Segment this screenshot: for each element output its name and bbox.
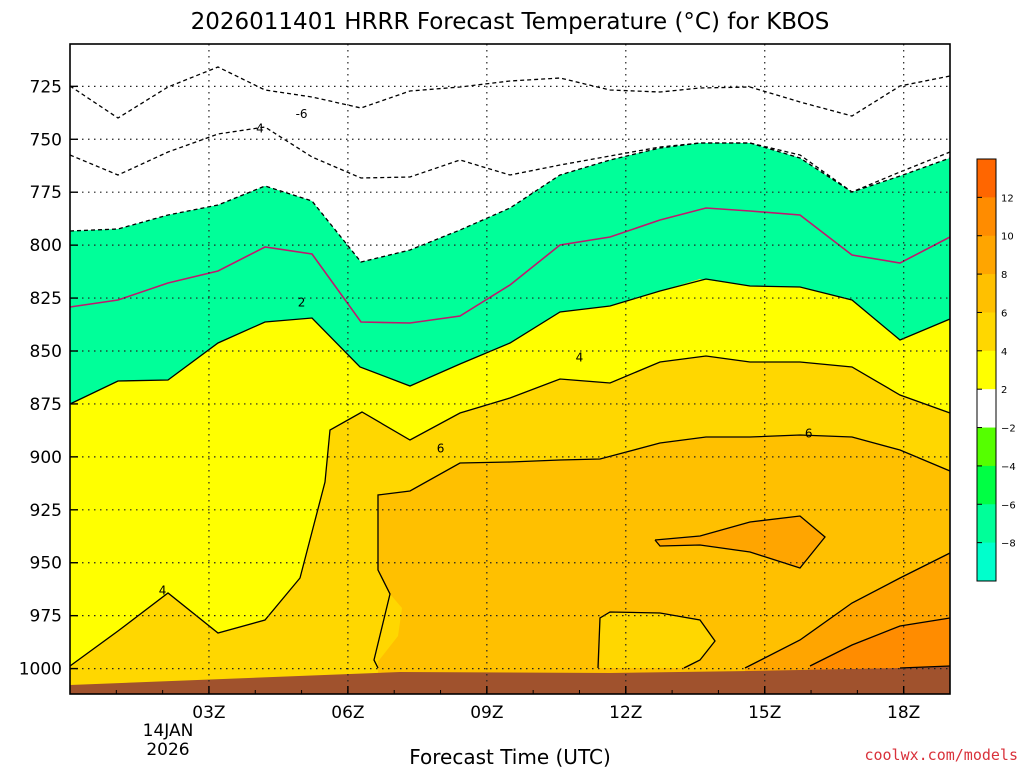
colorbar-swatch xyxy=(977,389,996,429)
y-tick-label: 800 xyxy=(30,236,62,256)
x-tick-label: 09Z xyxy=(470,703,503,723)
warm-pocket-4-to-6 xyxy=(600,612,715,668)
y-tick-label: 750 xyxy=(30,130,62,150)
x-tick-label: 15Z xyxy=(748,703,781,723)
y-tick-label: 1000 xyxy=(19,660,62,680)
y-tick-label: 775 xyxy=(30,183,62,203)
contour-minus-8 xyxy=(69,66,951,119)
colorbar-swatch xyxy=(977,312,996,352)
contour-label: 6 xyxy=(437,441,445,455)
contour-10-lower xyxy=(809,617,951,667)
colorbar-label: 12 xyxy=(1001,193,1014,204)
contour-label: 4 xyxy=(256,122,264,136)
contour-2 xyxy=(69,278,951,405)
chart-title: 2026011401 HRRR Forecast Temperature (°C… xyxy=(191,9,830,35)
colorbar-label: −4 xyxy=(1001,462,1016,473)
cold-pocket-near-surface xyxy=(372,570,402,694)
colorbar-swatch xyxy=(977,274,996,313)
contour-4 xyxy=(69,355,951,667)
colorbar-swatch xyxy=(977,465,996,505)
y-tick-label: 825 xyxy=(30,289,62,309)
colorbar-swatch xyxy=(977,427,996,467)
contour-lines xyxy=(69,66,951,669)
y-tick-label: 725 xyxy=(30,77,62,97)
y-axis: 725 750 775 800 825 850 875 900 925 950 975 1000 xyxy=(19,77,78,680)
contour-minus-6 xyxy=(69,126,951,193)
colorbar-label: 8 xyxy=(1001,270,1007,281)
x-tick-label: 03Z xyxy=(192,703,225,723)
y-tick-label: 975 xyxy=(30,607,62,627)
colorbar-label: −2 xyxy=(1001,424,1016,435)
colorbar-swatch xyxy=(977,350,996,390)
colorbar-label: −8 xyxy=(1001,539,1016,550)
colorbar-swatch xyxy=(977,504,996,544)
band-6-to-8 xyxy=(378,435,950,694)
colorbar-swatch xyxy=(977,542,996,582)
contour-label: 4 xyxy=(576,350,584,364)
x-date-year: 2026 xyxy=(146,740,189,760)
colorbar-label: −6 xyxy=(1001,500,1016,511)
contour-6 xyxy=(373,434,951,669)
x-date-day: 14JAN xyxy=(143,721,194,741)
x-tick-label: 18Z xyxy=(887,703,920,723)
grid xyxy=(70,44,950,694)
plot-frame xyxy=(69,43,951,695)
colorbar-label: 4 xyxy=(1001,347,1007,358)
colorbar-swatch xyxy=(977,197,996,237)
contour-8-lower xyxy=(744,552,951,669)
colorbar-swatch xyxy=(977,159,996,198)
y-tick-label: 950 xyxy=(30,554,62,574)
contour-label: -6 xyxy=(296,107,308,121)
y-tick-label: 850 xyxy=(30,342,62,362)
colorbar-frame xyxy=(976,158,997,582)
colorbar-label: 6 xyxy=(1001,308,1007,319)
band-minus-2-to-2 xyxy=(70,44,950,262)
x-tick-label: 12Z xyxy=(609,703,642,723)
y-tick-label: 900 xyxy=(30,448,62,468)
y-tick-label: 875 xyxy=(30,395,62,415)
y-tick-label: 925 xyxy=(30,501,62,521)
x-axis: 03Z 06Z 09Z 12Z 15Z 18Z xyxy=(115,686,920,723)
colorbar-swatch xyxy=(977,235,996,275)
ground xyxy=(70,666,950,694)
x-axis-label: Forecast Time (UTC) xyxy=(409,745,611,768)
band-8-to-10 xyxy=(655,516,825,568)
colorbar-label: 2 xyxy=(1001,385,1007,396)
contour-label: 2 xyxy=(298,295,306,309)
contour-labels: -6 4 2 4 6 6 4 xyxy=(159,107,813,597)
contour-zero xyxy=(69,207,951,324)
ground-edge xyxy=(899,665,951,669)
colorbar-label: 10 xyxy=(1001,232,1014,243)
contour-minus-4 xyxy=(69,142,951,263)
x-tick-label: 06Z xyxy=(331,703,364,723)
contour-label: 6 xyxy=(805,427,813,441)
contour-6-pocket xyxy=(597,611,716,669)
credit-text: coolwx.com/models xyxy=(864,746,1018,764)
contour-8-pocket xyxy=(654,515,826,569)
contour-label: 4 xyxy=(159,583,167,597)
colorbar: 12 10 8 6 4 2 −2 −4 −6 −8 xyxy=(976,158,1016,582)
